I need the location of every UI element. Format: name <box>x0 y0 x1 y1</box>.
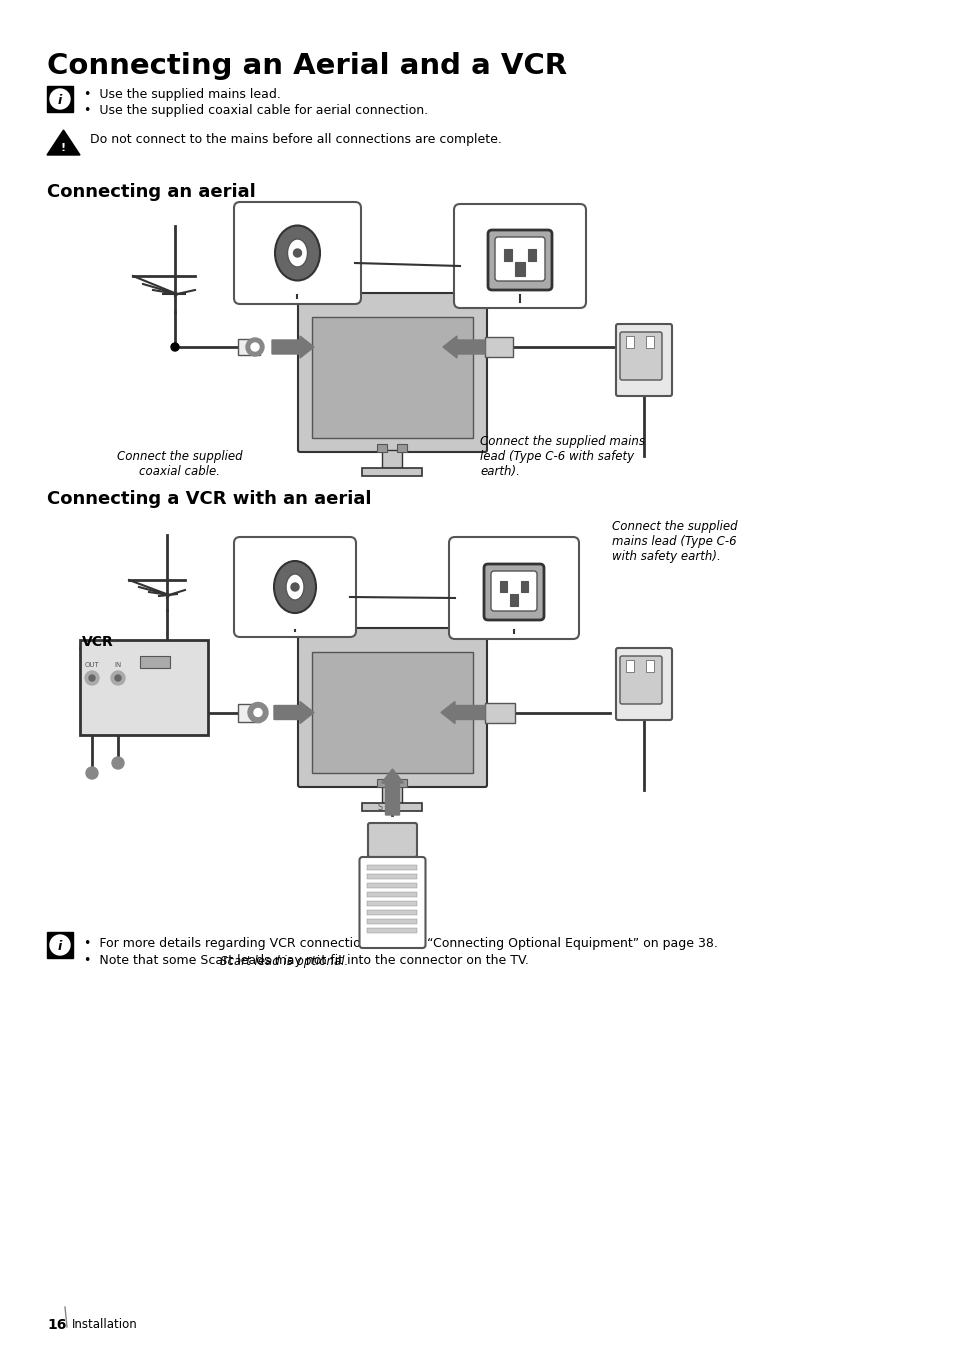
Bar <box>367 919 417 923</box>
FancyBboxPatch shape <box>359 857 425 948</box>
Text: •  Note that some Scart leads may not fit into the connector on the TV.: • Note that some Scart leads may not fit… <box>84 955 528 967</box>
FancyBboxPatch shape <box>488 231 552 290</box>
Circle shape <box>253 708 262 716</box>
Circle shape <box>112 757 124 769</box>
Text: IN: IN <box>114 662 121 669</box>
Text: Connecting a VCR with an aerial: Connecting a VCR with an aerial <box>47 490 371 508</box>
Text: Connect the supplied
coaxial cable.: Connect the supplied coaxial cable. <box>117 450 243 479</box>
Text: •  Use the supplied coaxial cable for aerial connection.: • Use the supplied coaxial cable for aer… <box>84 104 428 117</box>
Text: i: i <box>58 940 62 952</box>
Circle shape <box>111 671 125 685</box>
Bar <box>367 910 417 915</box>
Ellipse shape <box>274 561 315 613</box>
FancyBboxPatch shape <box>495 237 544 281</box>
FancyArrow shape <box>440 701 484 724</box>
Circle shape <box>291 583 298 591</box>
FancyBboxPatch shape <box>616 324 671 396</box>
Text: Do not connect to the mains before all connections are complete.: Do not connect to the mains before all c… <box>90 133 501 146</box>
Circle shape <box>246 338 264 357</box>
Text: 16: 16 <box>47 1318 67 1332</box>
Circle shape <box>50 936 70 955</box>
Bar <box>645 336 654 348</box>
Text: Scart lead is optional.: Scart lead is optional. <box>220 955 348 968</box>
Bar <box>367 892 417 898</box>
Bar <box>367 865 417 871</box>
Bar <box>484 702 515 723</box>
FancyBboxPatch shape <box>454 203 585 308</box>
Bar <box>140 656 170 669</box>
Bar <box>367 928 417 933</box>
Text: Installation: Installation <box>71 1318 137 1332</box>
Bar <box>47 932 73 957</box>
FancyBboxPatch shape <box>616 648 671 720</box>
FancyArrow shape <box>381 769 403 815</box>
Bar <box>312 652 473 773</box>
FancyBboxPatch shape <box>483 564 543 620</box>
FancyArrow shape <box>274 701 314 724</box>
FancyBboxPatch shape <box>368 823 416 857</box>
Ellipse shape <box>286 574 304 599</box>
Bar <box>312 317 473 438</box>
Circle shape <box>251 343 258 351</box>
FancyBboxPatch shape <box>619 656 661 704</box>
Circle shape <box>86 767 98 778</box>
Bar <box>367 883 417 888</box>
Circle shape <box>50 89 70 108</box>
Bar <box>503 250 512 260</box>
Text: S: S <box>377 803 382 812</box>
Bar <box>362 803 422 811</box>
Bar <box>237 339 260 355</box>
Bar <box>382 450 402 468</box>
Bar <box>510 594 517 606</box>
Bar <box>625 660 634 673</box>
Bar <box>520 580 527 593</box>
Bar <box>645 660 654 673</box>
Ellipse shape <box>274 225 319 281</box>
Bar <box>237 704 260 721</box>
Text: •  Use the supplied mains lead.: • Use the supplied mains lead. <box>84 88 280 100</box>
Circle shape <box>171 343 179 351</box>
FancyBboxPatch shape <box>297 293 486 452</box>
Bar <box>382 785 402 803</box>
Circle shape <box>89 675 95 681</box>
Polygon shape <box>47 130 80 155</box>
Ellipse shape <box>287 239 307 267</box>
FancyBboxPatch shape <box>491 571 537 612</box>
Text: •  For more details regarding VCR connection, refer to “Connecting Optional Equi: • For more details regarding VCR connect… <box>84 937 717 951</box>
Bar <box>377 443 387 452</box>
Bar <box>499 580 506 593</box>
Text: Connecting an Aerial and a VCR: Connecting an Aerial and a VCR <box>47 52 566 80</box>
Text: Connecting an aerial: Connecting an aerial <box>47 183 255 201</box>
Text: i: i <box>58 94 62 107</box>
FancyBboxPatch shape <box>619 332 661 380</box>
Text: !: ! <box>61 142 66 153</box>
FancyBboxPatch shape <box>233 537 355 637</box>
Text: OUT: OUT <box>85 662 99 669</box>
Circle shape <box>115 675 121 681</box>
Circle shape <box>248 702 268 723</box>
Circle shape <box>294 250 301 258</box>
Bar <box>367 875 417 879</box>
Bar <box>377 778 387 786</box>
Bar <box>625 336 634 348</box>
FancyBboxPatch shape <box>449 537 578 639</box>
Bar <box>362 468 422 476</box>
Text: Connect the supplied
mains lead (Type C-6
with safety earth).: Connect the supplied mains lead (Type C-… <box>612 519 737 563</box>
Bar <box>484 338 513 357</box>
Bar <box>367 900 417 906</box>
Bar <box>527 250 536 260</box>
Text: Connect the supplied mains
lead (Type C-6 with safety
earth).: Connect the supplied mains lead (Type C-… <box>479 435 644 479</box>
FancyBboxPatch shape <box>297 628 486 786</box>
Text: VCR: VCR <box>82 635 113 650</box>
FancyArrow shape <box>272 336 314 358</box>
Bar <box>515 262 524 277</box>
Bar <box>397 778 407 786</box>
FancyArrow shape <box>442 336 484 358</box>
Bar <box>47 85 73 113</box>
Circle shape <box>85 671 99 685</box>
FancyBboxPatch shape <box>233 202 360 304</box>
Bar <box>397 443 407 452</box>
FancyBboxPatch shape <box>80 640 208 735</box>
